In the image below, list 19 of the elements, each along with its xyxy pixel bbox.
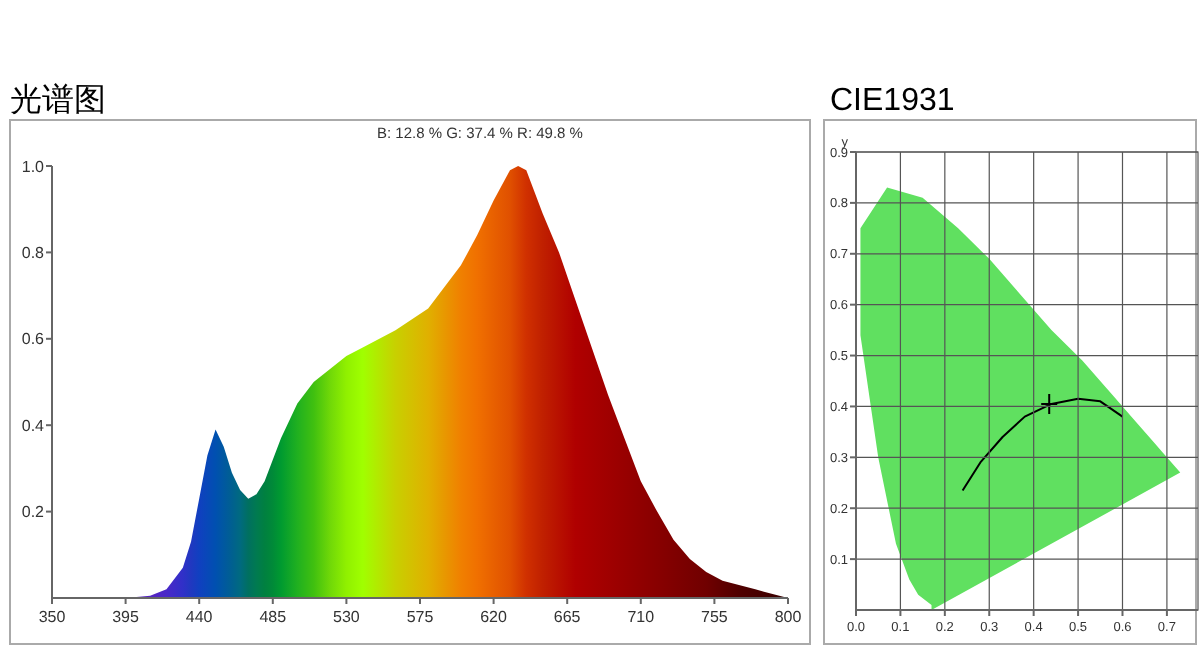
x-tick-label: 575 (406, 608, 435, 626)
y-tick-label: 0.4 (21, 416, 46, 435)
x-tick-label: 350 (38, 608, 67, 626)
line-series (961, 397, 1124, 492)
x-tick-label: 755 (701, 608, 729, 626)
x-tick-label: 530 (333, 608, 361, 626)
x-tick-label: 665 (553, 608, 582, 626)
x-tick-label: 710 (627, 608, 656, 626)
chart-title: 光谱图 (10, 82, 106, 118)
y-tick-label: 0.6 (21, 330, 46, 349)
chart-title: CIE1931 (830, 84, 955, 118)
x-tick-label: 395 (112, 608, 141, 626)
x-tick-label: 800 (774, 608, 803, 626)
x-tick-label: 440 (185, 608, 214, 626)
x-tick-label: 620 (480, 608, 509, 626)
x-tick-label: 485 (259, 608, 288, 626)
y-tick-label: 0.2 (21, 503, 46, 522)
y-tick-label: 1.0 (21, 157, 46, 176)
y-tick-label: 0.8 (21, 244, 46, 262)
